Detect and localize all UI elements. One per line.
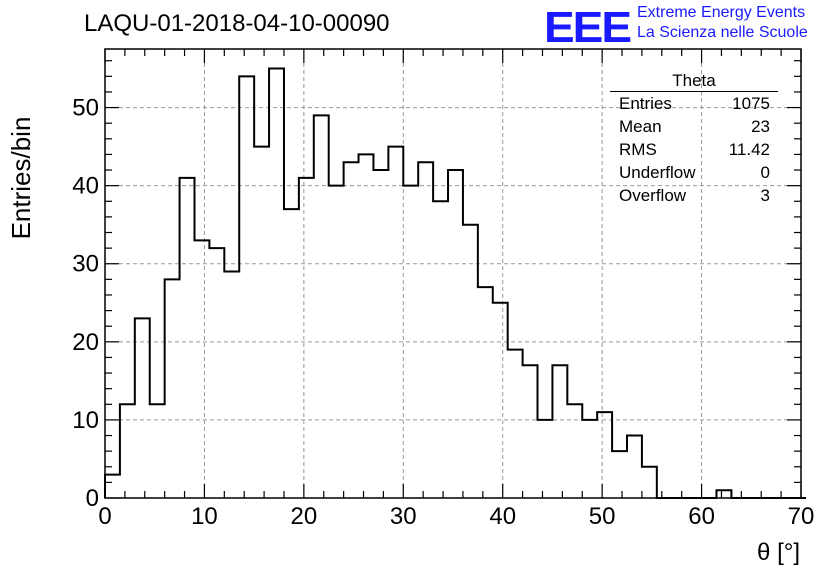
stats-label: RMS	[619, 140, 657, 159]
stats-value: 0	[760, 163, 770, 182]
histogram-series-line	[104, 67, 806, 499]
y-tick-label: 20	[72, 329, 99, 356]
y-tick-label: 30	[72, 251, 99, 278]
stats-row-overflow: Overflow 3	[610, 184, 778, 207]
stats-label: Underflow	[619, 163, 696, 182]
stats-box: Theta Entries 1075 Mean 23 RMS 11.42 Und…	[610, 72, 778, 207]
x-tick-labels: 0 10 20 30 40 50 60 70	[98, 503, 814, 530]
stats-row-mean: Mean 23	[610, 115, 778, 138]
x-axis-label: θ [°]	[757, 539, 800, 566]
stats-value: 3	[760, 186, 770, 205]
stats-row-entries: Entries 1075	[610, 92, 778, 115]
x-tick-label: 60	[688, 503, 715, 530]
y-tick-label: 10	[72, 407, 99, 434]
y-axis-label: Entries/bin	[6, 117, 36, 240]
stats-label: Overflow	[619, 186, 687, 205]
logo-line-2: La Scienza nelle Scuole	[637, 24, 808, 41]
stats-box-title: Theta	[610, 72, 778, 92]
x-tick-label: 10	[191, 503, 218, 530]
x-tick-label: 70	[788, 503, 815, 530]
plot-frame	[104, 48, 802, 499]
y-tick-labels: 0 10 20 30 40 50	[72, 95, 99, 512]
x-tick-label: 40	[489, 503, 516, 530]
stats-row-underflow: Underflow 0	[610, 161, 778, 184]
eee-logo-text: Extreme Energy Events La Scienza nelle S…	[637, 3, 808, 43]
stats-value: 1075	[732, 94, 770, 113]
stats-value: 11.42	[728, 140, 770, 159]
y-tick-label: 50	[72, 95, 99, 122]
grid-lines	[105, 49, 801, 498]
x-tick-label: 30	[390, 503, 417, 530]
y-tick-label: 40	[72, 173, 99, 200]
x-tick-label: 20	[291, 503, 318, 530]
eee-logo: EEE	[544, 2, 632, 52]
stats-label: Entries	[619, 94, 672, 113]
x-tick-label: 50	[589, 503, 616, 530]
axis-ticks	[104, 49, 802, 499]
stats-row-rms: RMS 11.42	[610, 138, 778, 161]
stats-label: Mean	[619, 117, 662, 136]
chart-title: LAQU-01-2018-04-10-00090	[84, 10, 390, 37]
stats-value: 23	[751, 117, 770, 136]
x-tick-label: 0	[98, 503, 111, 530]
logo-line-1: Extreme Energy Events	[637, 4, 806, 21]
y-tick-label: 0	[86, 485, 99, 512]
